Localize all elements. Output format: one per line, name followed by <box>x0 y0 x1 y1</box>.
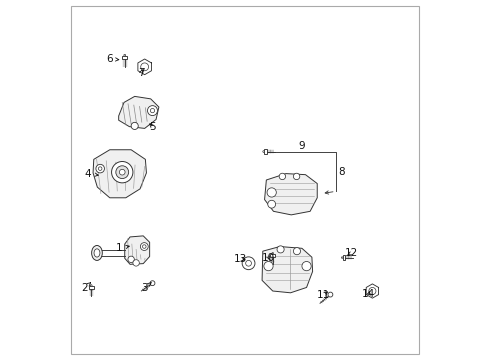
Text: 12: 12 <box>345 248 358 258</box>
Circle shape <box>264 261 273 271</box>
Text: 2: 2 <box>81 283 91 293</box>
Text: 8: 8 <box>338 167 344 177</box>
Ellipse shape <box>94 249 100 257</box>
Circle shape <box>342 257 343 258</box>
Circle shape <box>263 151 265 152</box>
Circle shape <box>116 166 129 179</box>
Circle shape <box>328 292 333 297</box>
Text: 9: 9 <box>298 141 304 151</box>
Circle shape <box>294 248 300 255</box>
Polygon shape <box>93 150 147 198</box>
Text: 3: 3 <box>141 283 151 293</box>
Circle shape <box>98 167 102 170</box>
Polygon shape <box>366 284 379 298</box>
Circle shape <box>131 122 138 130</box>
Circle shape <box>124 54 125 56</box>
Circle shape <box>294 173 300 180</box>
Bar <box>270 254 275 257</box>
Circle shape <box>150 281 155 285</box>
Circle shape <box>242 257 255 270</box>
Circle shape <box>245 260 251 266</box>
Ellipse shape <box>92 246 102 260</box>
Circle shape <box>141 63 148 71</box>
Text: 4: 4 <box>84 168 98 179</box>
Circle shape <box>120 169 125 175</box>
Text: 10: 10 <box>262 253 275 262</box>
Circle shape <box>141 243 148 251</box>
Circle shape <box>96 165 104 173</box>
Bar <box>265 149 267 154</box>
Bar <box>122 56 127 59</box>
Text: 6: 6 <box>106 54 119 64</box>
Circle shape <box>112 162 133 183</box>
Circle shape <box>268 200 275 208</box>
Circle shape <box>150 108 155 113</box>
Polygon shape <box>125 236 149 264</box>
Polygon shape <box>138 59 151 75</box>
Circle shape <box>147 105 157 116</box>
Circle shape <box>128 256 134 262</box>
Text: 5: 5 <box>149 122 156 132</box>
Text: 11: 11 <box>317 290 330 300</box>
Circle shape <box>143 245 146 248</box>
Circle shape <box>279 173 286 180</box>
Text: 13: 13 <box>234 254 247 264</box>
Circle shape <box>369 288 376 294</box>
Circle shape <box>277 246 284 253</box>
Circle shape <box>302 261 311 271</box>
Polygon shape <box>119 96 159 129</box>
Circle shape <box>267 188 276 197</box>
Text: 14: 14 <box>362 289 375 299</box>
Bar <box>343 255 345 260</box>
Text: 7: 7 <box>138 68 145 78</box>
Bar <box>89 286 94 289</box>
Circle shape <box>133 260 139 266</box>
Text: 1: 1 <box>115 243 129 253</box>
Circle shape <box>272 252 273 254</box>
Circle shape <box>91 285 92 286</box>
Polygon shape <box>262 247 313 293</box>
Polygon shape <box>265 174 317 215</box>
